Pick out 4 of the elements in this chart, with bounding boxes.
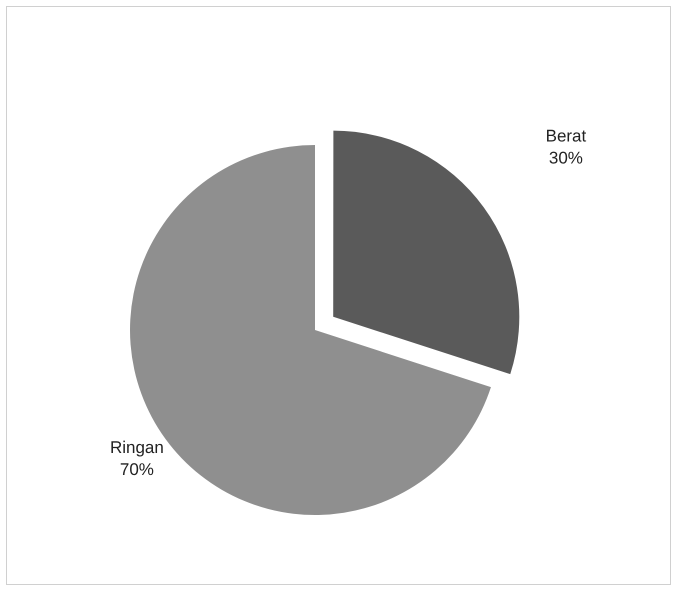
slice-label: Ringan	[110, 438, 164, 458]
data-label: 70%	[120, 460, 154, 480]
slice-label: Berat	[546, 126, 587, 146]
data-label: 30%	[548, 148, 583, 168]
